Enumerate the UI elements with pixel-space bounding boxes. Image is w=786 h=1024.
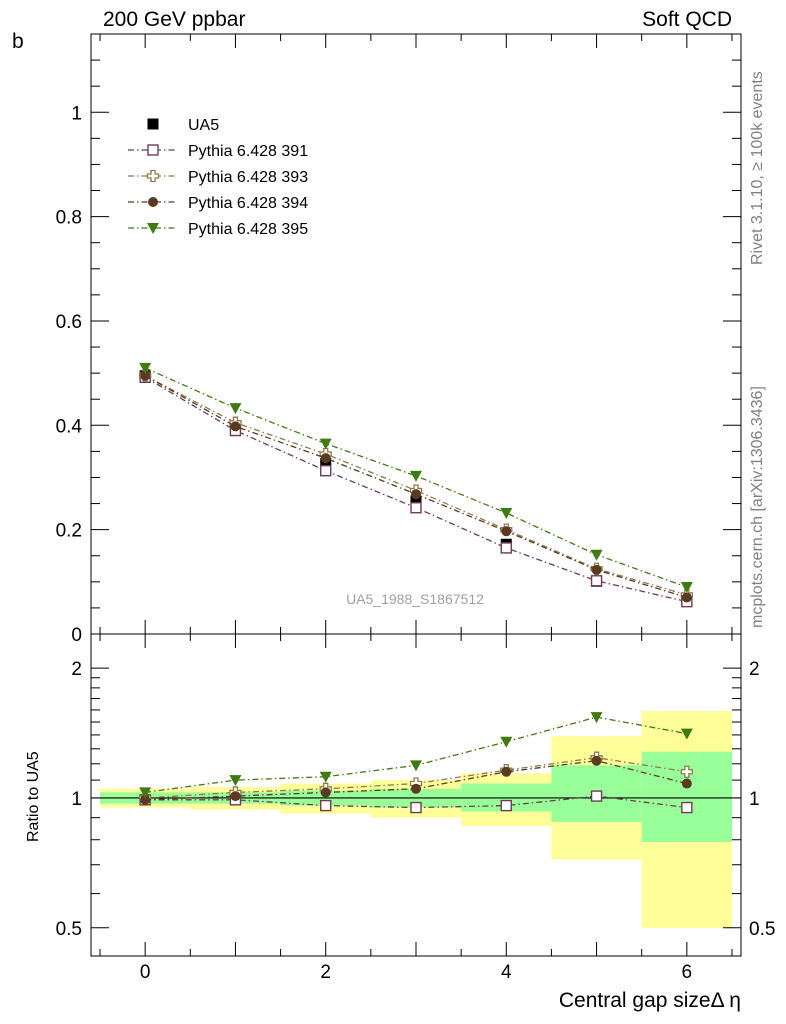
data-point	[229, 403, 242, 415]
legend-marker	[147, 144, 159, 156]
data-point	[681, 592, 692, 603]
data-point	[411, 783, 421, 794]
main-axis-ticks: 0 0.2 0.4 0.6 0.8 1	[56, 33, 741, 646]
data-point	[139, 787, 152, 799]
data-point	[410, 502, 422, 514]
data-point	[500, 799, 512, 812]
data-point	[591, 564, 602, 575]
rivet-version-label: Rivet 3.1.10, ≥ 100k events	[749, 71, 766, 265]
ratio-y-tick-label-right: 0.5	[749, 919, 775, 940]
data-point	[681, 778, 692, 789]
legend-label: Pythia 6.428 394	[188, 195, 308, 212]
data-point	[591, 755, 602, 766]
data-point	[501, 526, 512, 537]
data-point	[500, 542, 512, 554]
data-point	[319, 438, 332, 450]
data-point	[680, 582, 693, 594]
y-tick-label: 0.6	[56, 312, 82, 333]
x-axis-title: Central gap sizeΔ η	[559, 989, 741, 1012]
band-inner	[641, 751, 732, 843]
legend-marker	[146, 169, 160, 183]
data-point	[319, 771, 332, 783]
ratio-y-tick-label: 0.5	[56, 919, 82, 940]
data-point	[320, 787, 331, 798]
legend-label: Pythia 6.428 391	[188, 143, 308, 160]
ratio-y-tick-label-right: 2	[749, 659, 760, 680]
y-tick-label: 0.8	[56, 208, 82, 229]
data-point	[681, 801, 693, 814]
ratio-uncertainty-bands	[91, 711, 741, 928]
data-point	[411, 489, 421, 500]
x-tick-label: 6	[682, 962, 693, 983]
data-point	[590, 575, 603, 587]
legend: UA5 Pythia 6.428 391 Pythia 6.428 393 Pythi…	[128, 117, 308, 238]
data-point	[140, 794, 151, 805]
header-category: Soft QCD	[642, 8, 732, 31]
ratio-y-axis-label: Ratio to UA5	[25, 751, 42, 842]
data-point	[410, 495, 422, 507]
legend-label: Pythia 6.428 395	[188, 221, 308, 238]
data-point	[139, 362, 152, 374]
legend-item-pythia-6-428-393: Pythia 6.428 393	[128, 169, 308, 186]
data-point	[320, 453, 331, 464]
analysis-watermark: UA5_1988_S1867512	[346, 591, 484, 607]
main-data-series	[139, 362, 693, 608]
data-point	[320, 464, 332, 477]
data-point	[501, 766, 512, 777]
y-tick-label: 0.2	[56, 521, 82, 542]
data-point	[230, 791, 241, 802]
header-process: 200 GeV ppbar	[103, 8, 246, 31]
y-tick-label: 0.4	[56, 416, 83, 437]
main-y-axis-label: b	[12, 30, 24, 53]
legend-marker	[147, 118, 159, 130]
ratio-axis-ticks: 0.5 0.5 1 1 2 2 0 2 4 6	[56, 634, 775, 983]
legend-label: Pythia 6.428 393	[188, 169, 308, 186]
mcplots-credit-label: mcplots.cern.ch [arXiv:1306.3436]	[749, 386, 766, 628]
data-point	[500, 507, 513, 519]
data-point	[680, 728, 693, 740]
ratio-data-series	[139, 712, 693, 814]
data-point	[140, 370, 151, 381]
x-tick-label: 4	[501, 962, 512, 983]
legend-item-pythia-6-428-391: Pythia 6.428 391	[128, 143, 308, 160]
ratio-y-tick-label: 2	[71, 659, 82, 680]
legend-marker	[147, 223, 159, 234]
data-point	[320, 457, 332, 469]
legend-item-ua5: UA5	[147, 117, 219, 134]
y-tick-label: 0	[71, 625, 82, 646]
data-point	[410, 760, 422, 772]
ratio-y-tick-label: 1	[71, 789, 82, 810]
series-pythia-6-428-395	[139, 362, 693, 594]
ratio-y-tick-label-right: 1	[749, 789, 760, 810]
data-point	[590, 790, 603, 802]
y-tick-label: 1	[71, 103, 82, 124]
data-point	[320, 799, 332, 812]
legend-item-pythia-6-428-395: Pythia 6.428 395	[128, 221, 308, 238]
legend-label: UA5	[188, 117, 219, 134]
series-pythia-6-428-395	[139, 712, 693, 799]
data-point	[230, 421, 241, 432]
data-point	[590, 712, 603, 724]
x-tick-label: 0	[140, 962, 151, 983]
series-pythia-6-428-394	[140, 370, 692, 603]
series-pythia-6-428-394	[140, 755, 692, 805]
x-tick-label: 2	[320, 962, 331, 983]
ratio-panel-frame	[90, 633, 742, 957]
data-point	[229, 775, 242, 787]
data-point	[410, 470, 422, 482]
legend-item-pythia-6-428-394: Pythia 6.428 394	[128, 195, 308, 212]
data-point	[410, 801, 422, 814]
data-point	[500, 736, 513, 748]
data-point	[680, 765, 693, 778]
legend-marker	[148, 197, 158, 207]
data-point	[590, 549, 603, 561]
series-pythia-6-428-393	[139, 369, 693, 602]
